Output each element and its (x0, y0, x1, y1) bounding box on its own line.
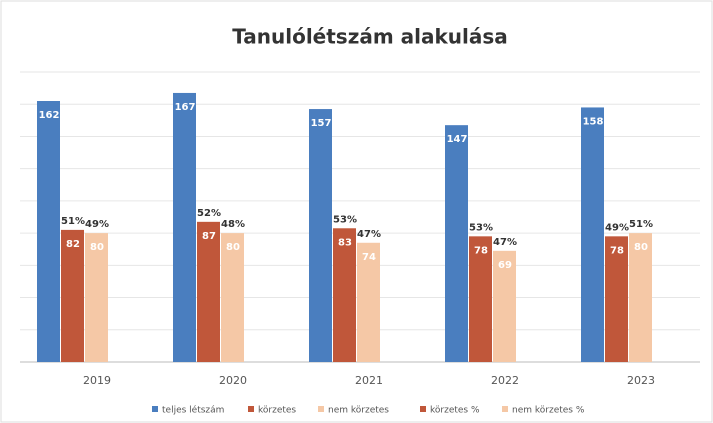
value-label: 80 (226, 242, 240, 253)
bar (37, 101, 60, 362)
bar (61, 229, 84, 362)
x-tick-label: 2019 (83, 374, 111, 387)
legend-swatch (502, 406, 508, 412)
value-label: 147 (447, 134, 468, 145)
percent-label: 49% (85, 219, 109, 230)
value-label: 80 (634, 242, 648, 253)
value-label: 80 (90, 242, 104, 253)
value-label: 162 (39, 110, 60, 121)
legend-swatch (318, 406, 324, 412)
legend-swatch (152, 406, 158, 412)
percent-label: 51% (629, 219, 653, 230)
percent-label: 53% (333, 214, 357, 225)
percent-label: 47% (493, 237, 517, 248)
percent-label: 52% (197, 208, 221, 219)
x-tick-label: 2021 (355, 374, 383, 387)
bar (173, 92, 196, 362)
legend-label: teljes létszám (162, 405, 224, 416)
percent-label: 53% (469, 222, 493, 233)
bar (85, 233, 108, 362)
bar (445, 125, 468, 363)
legend-swatch (420, 406, 426, 412)
x-tick-label: 2022 (491, 374, 519, 387)
x-tick-label: 2020 (219, 374, 247, 387)
value-label: 157 (311, 118, 332, 129)
value-label: 167 (175, 102, 196, 113)
bar (309, 109, 332, 362)
bar (469, 236, 492, 362)
legend-swatch (248, 406, 254, 412)
x-tick-label: 2023 (627, 374, 655, 387)
percent-label: 47% (357, 229, 381, 240)
legend-label: nem körzetes (328, 406, 389, 416)
value-label: 78 (474, 245, 488, 256)
legend-label: nem körzetes % (512, 406, 585, 416)
bar (629, 233, 652, 362)
value-label: 74 (362, 252, 376, 263)
bar (605, 236, 628, 362)
value-label: 87 (202, 231, 216, 242)
bar (493, 250, 516, 362)
value-label: 83 (338, 237, 352, 248)
percent-label: 51% (61, 216, 85, 227)
percent-label: 49% (605, 222, 629, 233)
value-label: 158 (583, 116, 604, 127)
value-label: 69 (498, 260, 512, 271)
bar (357, 242, 380, 362)
percent-label: 48% (221, 219, 245, 230)
bar (221, 233, 244, 362)
legend-label: körzetes (258, 406, 296, 416)
value-label: 78 (610, 245, 624, 256)
legend-label: körzetes % (430, 406, 480, 416)
bar (581, 107, 604, 362)
bar (197, 221, 220, 362)
chart-title: Tanulólétszám alakulása (232, 25, 508, 49)
bar (333, 228, 356, 362)
value-label: 82 (66, 239, 80, 250)
